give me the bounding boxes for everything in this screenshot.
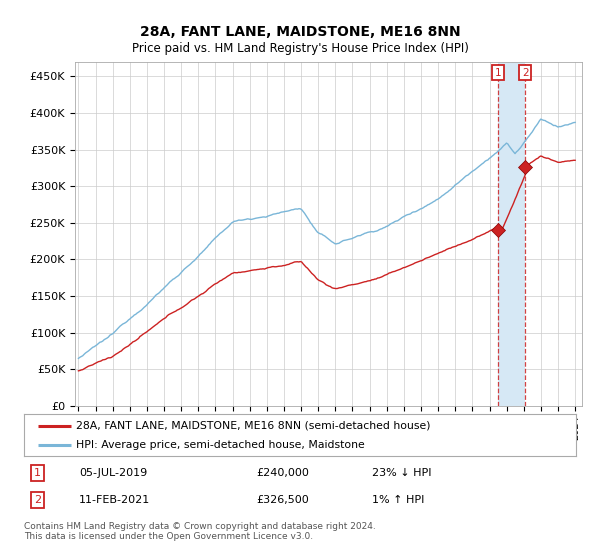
Text: £326,500: £326,500 [256,496,308,505]
Text: 2: 2 [34,496,41,505]
Text: 2: 2 [522,68,529,78]
Text: 1: 1 [495,68,502,78]
Text: 1: 1 [34,468,41,478]
Text: 28A, FANT LANE, MAIDSTONE, ME16 8NN (semi-detached house): 28A, FANT LANE, MAIDSTONE, ME16 8NN (sem… [76,421,431,431]
Bar [498,62,525,406]
Text: 28A, FANT LANE, MAIDSTONE, ME16 8NN: 28A, FANT LANE, MAIDSTONE, ME16 8NN [140,25,460,39]
Text: £240,000: £240,000 [256,468,309,478]
Text: 05-JUL-2019: 05-JUL-2019 [79,468,148,478]
Text: HPI: Average price, semi-detached house, Maidstone: HPI: Average price, semi-detached house,… [76,440,365,450]
Text: 23% ↓ HPI: 23% ↓ HPI [372,468,431,478]
Text: 1% ↑ HPI: 1% ↑ HPI [372,496,424,505]
Text: Contains HM Land Registry data © Crown copyright and database right 2024.
This d: Contains HM Land Registry data © Crown c… [24,522,376,542]
Text: Price paid vs. HM Land Registry's House Price Index (HPI): Price paid vs. HM Land Registry's House … [131,42,469,55]
Text: 11-FEB-2021: 11-FEB-2021 [79,496,151,505]
